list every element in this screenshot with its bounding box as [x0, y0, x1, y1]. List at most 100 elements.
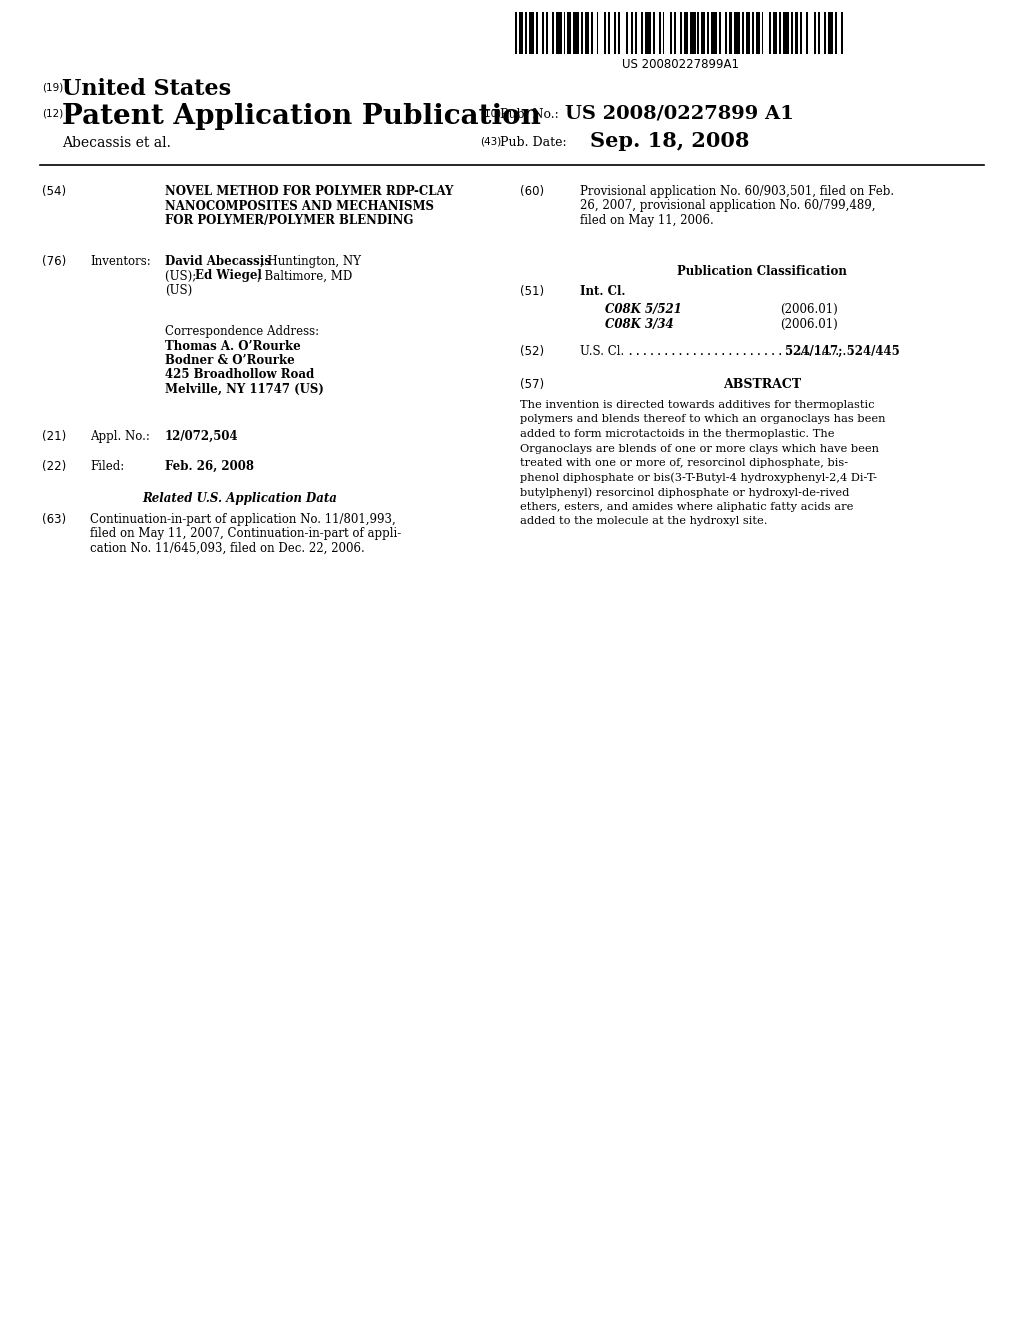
Bar — [663, 12, 665, 54]
Bar — [746, 12, 750, 54]
Bar — [515, 12, 517, 54]
Bar — [528, 12, 535, 54]
Text: (43): (43) — [480, 136, 502, 147]
Text: polymers and blends thereof to which an organoclays has been: polymers and blends thereof to which an … — [520, 414, 886, 425]
Bar — [684, 12, 688, 54]
Text: , Huntington, NY: , Huntington, NY — [260, 255, 361, 268]
Bar — [537, 12, 539, 54]
Text: (2006.01): (2006.01) — [780, 304, 838, 315]
Text: (US);: (US); — [165, 269, 200, 282]
Text: 26, 2007, provisional application No. 60/799,489,: 26, 2007, provisional application No. 60… — [580, 199, 876, 213]
Bar — [608, 12, 610, 54]
Text: (21): (21) — [42, 430, 67, 444]
Bar — [645, 12, 651, 54]
Text: Thomas A. O’Rourke: Thomas A. O’Rourke — [165, 339, 301, 352]
Bar — [734, 12, 740, 54]
Bar — [769, 12, 771, 54]
Text: Provisional application No. 60/903,501, filed on Feb.: Provisional application No. 60/903,501, … — [580, 185, 894, 198]
Text: (2006.01): (2006.01) — [780, 318, 838, 331]
Text: 524/147; 524/445: 524/147; 524/445 — [785, 345, 900, 358]
Text: Bodner & O’Rourke: Bodner & O’Rourke — [165, 354, 295, 367]
Bar — [773, 12, 777, 54]
Bar — [617, 12, 620, 54]
Text: ethers, esters, and amides where aliphatic fatty acids are: ethers, esters, and amides where aliphat… — [520, 502, 853, 511]
Text: David Abecassis: David Abecassis — [165, 255, 271, 268]
Text: Ed Wiegel: Ed Wiegel — [195, 269, 262, 282]
Bar — [697, 12, 699, 54]
Text: C08K 5/521: C08K 5/521 — [605, 304, 682, 315]
Text: Pub. No.:: Pub. No.: — [500, 108, 559, 121]
Text: Organoclays are blends of one or more clays which have been: Organoclays are blends of one or more cl… — [520, 444, 879, 454]
Text: Continuation-in-part of application No. 11/801,993,: Continuation-in-part of application No. … — [90, 513, 395, 525]
Bar — [653, 12, 654, 54]
Bar — [801, 12, 802, 54]
Text: Appl. No.:: Appl. No.: — [90, 430, 150, 444]
Text: filed on May 11, 2007, Continuation-in-part of appli-: filed on May 11, 2007, Continuation-in-p… — [90, 528, 401, 540]
Bar — [701, 12, 706, 54]
Text: United States: United States — [62, 78, 231, 100]
Text: Inventors:: Inventors: — [90, 255, 151, 268]
Text: butylphenyl) resorcinol diphosphate or hydroxyl-de-rived: butylphenyl) resorcinol diphosphate or h… — [520, 487, 849, 498]
Text: (52): (52) — [520, 345, 544, 358]
Bar — [671, 12, 672, 54]
Text: added to form microtactoids in the thermoplastic. The: added to form microtactoids in the therm… — [520, 429, 835, 440]
Text: Sep. 18, 2008: Sep. 18, 2008 — [590, 131, 750, 150]
Bar — [635, 12, 637, 54]
Text: Related U.S. Application Data: Related U.S. Application Data — [142, 492, 338, 506]
Bar — [806, 12, 808, 54]
Text: phenol diphosphate or bis(3-T-Butyl-4 hydroxyphenyl-2,4 Di-T-: phenol diphosphate or bis(3-T-Butyl-4 hy… — [520, 473, 877, 483]
Bar — [752, 12, 754, 54]
Text: (76): (76) — [42, 255, 67, 268]
Text: Abecassis et al.: Abecassis et al. — [62, 136, 171, 150]
Bar — [728, 12, 732, 54]
Text: cation No. 11/645,093, filed on Dec. 22, 2006.: cation No. 11/645,093, filed on Dec. 22,… — [90, 543, 365, 554]
Text: (12): (12) — [42, 108, 63, 117]
Text: filed on May 11, 2006.: filed on May 11, 2006. — [580, 214, 714, 227]
Text: NANOCOMPOSITES AND MECHANISMS: NANOCOMPOSITES AND MECHANISMS — [165, 199, 434, 213]
Bar — [591, 12, 593, 54]
Bar — [626, 12, 628, 54]
Text: (60): (60) — [520, 185, 544, 198]
Text: Publication Classification: Publication Classification — [677, 265, 847, 279]
Bar — [674, 12, 676, 54]
Text: (19): (19) — [42, 82, 63, 92]
Bar — [690, 12, 695, 54]
Bar — [725, 12, 727, 54]
Text: FOR POLYMER/POLYMER BLENDING: FOR POLYMER/POLYMER BLENDING — [165, 214, 414, 227]
Text: added to the molecule at the hydroxyl site.: added to the molecule at the hydroxyl si… — [520, 516, 768, 525]
Bar — [597, 12, 598, 54]
Text: Int. Cl.: Int. Cl. — [580, 285, 626, 298]
Text: (57): (57) — [520, 378, 544, 391]
Bar — [519, 12, 523, 54]
Bar — [762, 12, 764, 54]
Bar — [585, 12, 589, 54]
Text: 12/072,504: 12/072,504 — [165, 430, 239, 444]
Bar — [614, 12, 616, 54]
Bar — [779, 12, 781, 54]
Bar — [581, 12, 583, 54]
Bar — [708, 12, 709, 54]
Text: Patent Application Publication: Patent Application Publication — [62, 103, 541, 129]
Bar — [841, 12, 843, 54]
Bar — [756, 12, 760, 54]
Text: US 20080227899A1: US 20080227899A1 — [622, 58, 738, 71]
Bar — [604, 12, 606, 54]
Text: (US): (US) — [165, 284, 193, 297]
Text: (10): (10) — [480, 108, 501, 117]
Bar — [563, 12, 565, 54]
Text: NOVEL METHOD FOR POLYMER RDP-CLAY: NOVEL METHOD FOR POLYMER RDP-CLAY — [165, 185, 454, 198]
Text: (22): (22) — [42, 459, 67, 473]
Text: treated with one or more of, resorcinol diphosphate, bis-: treated with one or more of, resorcinol … — [520, 458, 848, 469]
Text: Correspondence Address:: Correspondence Address: — [165, 325, 319, 338]
Text: U.S. Cl.: U.S. Cl. — [580, 345, 625, 358]
Bar — [556, 12, 561, 54]
Text: , Baltimore, MD: , Baltimore, MD — [257, 269, 352, 282]
Text: Pub. Date:: Pub. Date: — [500, 136, 566, 149]
Text: (54): (54) — [42, 185, 67, 198]
Text: ABSTRACT: ABSTRACT — [723, 378, 801, 391]
Bar — [823, 12, 825, 54]
Bar — [836, 12, 838, 54]
Text: The invention is directed towards additives for thermoplastic: The invention is directed towards additi… — [520, 400, 874, 411]
Text: Feb. 26, 2008: Feb. 26, 2008 — [165, 459, 254, 473]
Text: Filed:: Filed: — [90, 459, 124, 473]
